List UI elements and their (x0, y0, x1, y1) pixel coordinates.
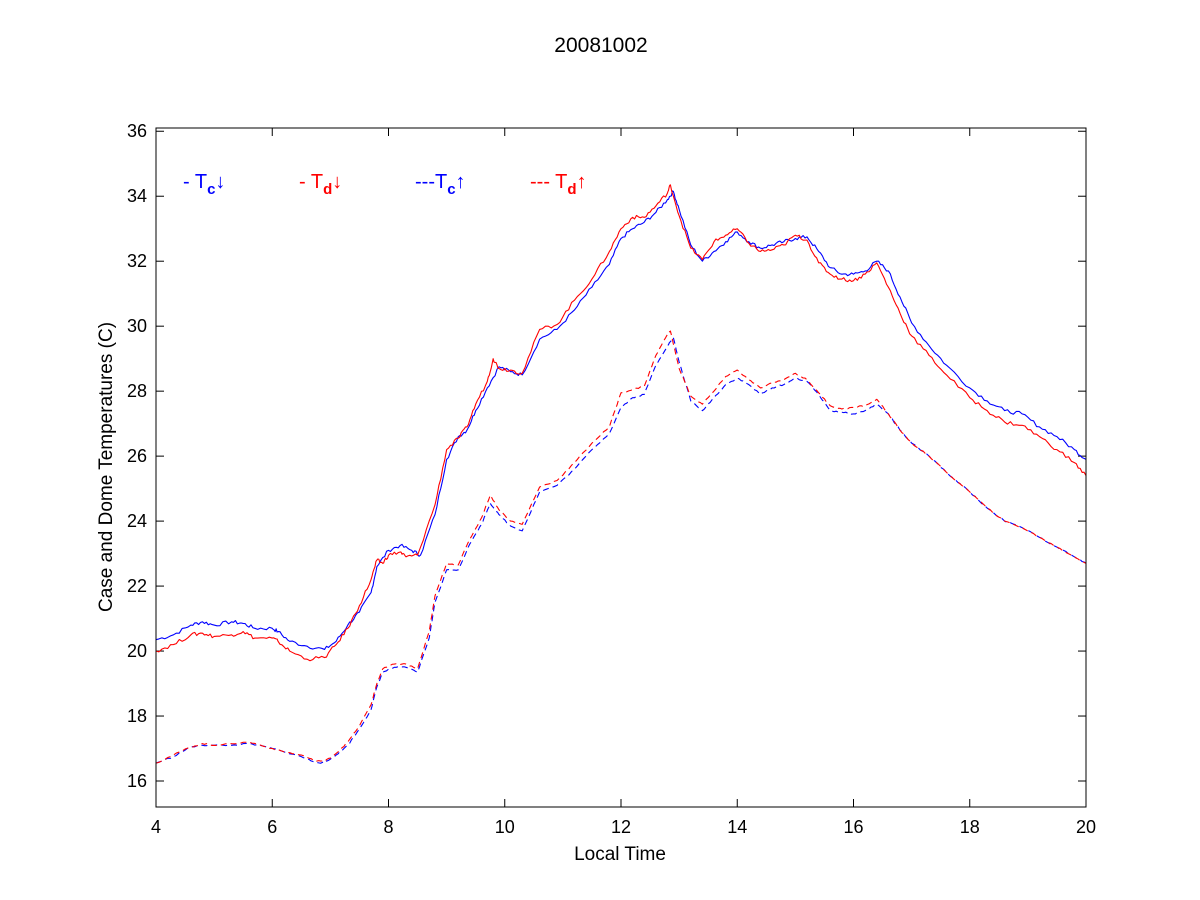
y-tick-label: 20 (127, 641, 147, 661)
x-axis-label: Local Time (574, 844, 666, 865)
y-tick-label: 32 (127, 251, 147, 271)
x-tick-label: 14 (727, 817, 747, 837)
y-tick-label: 34 (127, 186, 147, 206)
series-line-td_down (155, 184, 1087, 662)
x-tick-label: 12 (611, 817, 631, 837)
legend-subscript: d (567, 181, 576, 198)
y-tick-label: 16 (127, 771, 147, 791)
legend-arrow: ↓ (332, 171, 342, 193)
legend-entry-td_down: - Td↓ (299, 171, 342, 198)
legend-arrow: ↓ (215, 171, 225, 193)
legend-entry-td_up: --- Td↑ (530, 171, 587, 198)
y-axis: 16 18 20 22 24 26 28 30 32 34 36 (127, 121, 1086, 791)
legend-entry-tc_up: ---Tc↑ (415, 171, 466, 198)
series-line-tc_down (155, 190, 1087, 650)
legend: - Tc↓ - Td↓ ---Tc↑ --- Td↑ (183, 171, 587, 198)
legend-arrow: ↑ (456, 171, 466, 193)
legend-prefix: - T (299, 171, 323, 193)
x-tick-label: 8 (383, 817, 393, 837)
series-layer (155, 184, 1087, 764)
legend-arrow: ↑ (577, 171, 587, 193)
legend-prefix: ---T (415, 171, 447, 193)
y-tick-label: 28 (127, 381, 147, 401)
x-tick-label: 20 (1076, 817, 1096, 837)
legend-prefix: --- T (530, 171, 567, 193)
x-tick-label: 18 (960, 817, 980, 837)
y-tick-label: 26 (127, 446, 147, 466)
legend-entry-tc_down: - Tc↓ (183, 171, 225, 198)
y-tick-label: 24 (127, 511, 147, 531)
y-tick-label: 18 (127, 706, 147, 726)
x-tick-label: 4 (151, 817, 161, 837)
x-tick-label: 16 (843, 817, 863, 837)
y-tick-label: 22 (127, 576, 147, 596)
series-line-td_up (155, 330, 1087, 764)
plot-frame (155, 127, 1087, 808)
plot-area (156, 128, 1086, 807)
x-tick-label: 6 (267, 817, 277, 837)
y-tick-label: 36 (127, 121, 147, 141)
legend-subscript: c (207, 181, 215, 198)
y-tick-label: 30 (127, 316, 147, 336)
x-tick-label: 10 (495, 817, 515, 837)
chart-title: 20081002 (554, 34, 647, 57)
legend-subscript: d (323, 181, 332, 198)
legend-subscript: c (447, 181, 455, 198)
legend-prefix: - T (183, 171, 207, 193)
y-axis-label: Case and Dome Temperatures (C) (96, 322, 117, 612)
x-axis: 4 6 8 10 12 14 16 18 20 (151, 128, 1096, 837)
